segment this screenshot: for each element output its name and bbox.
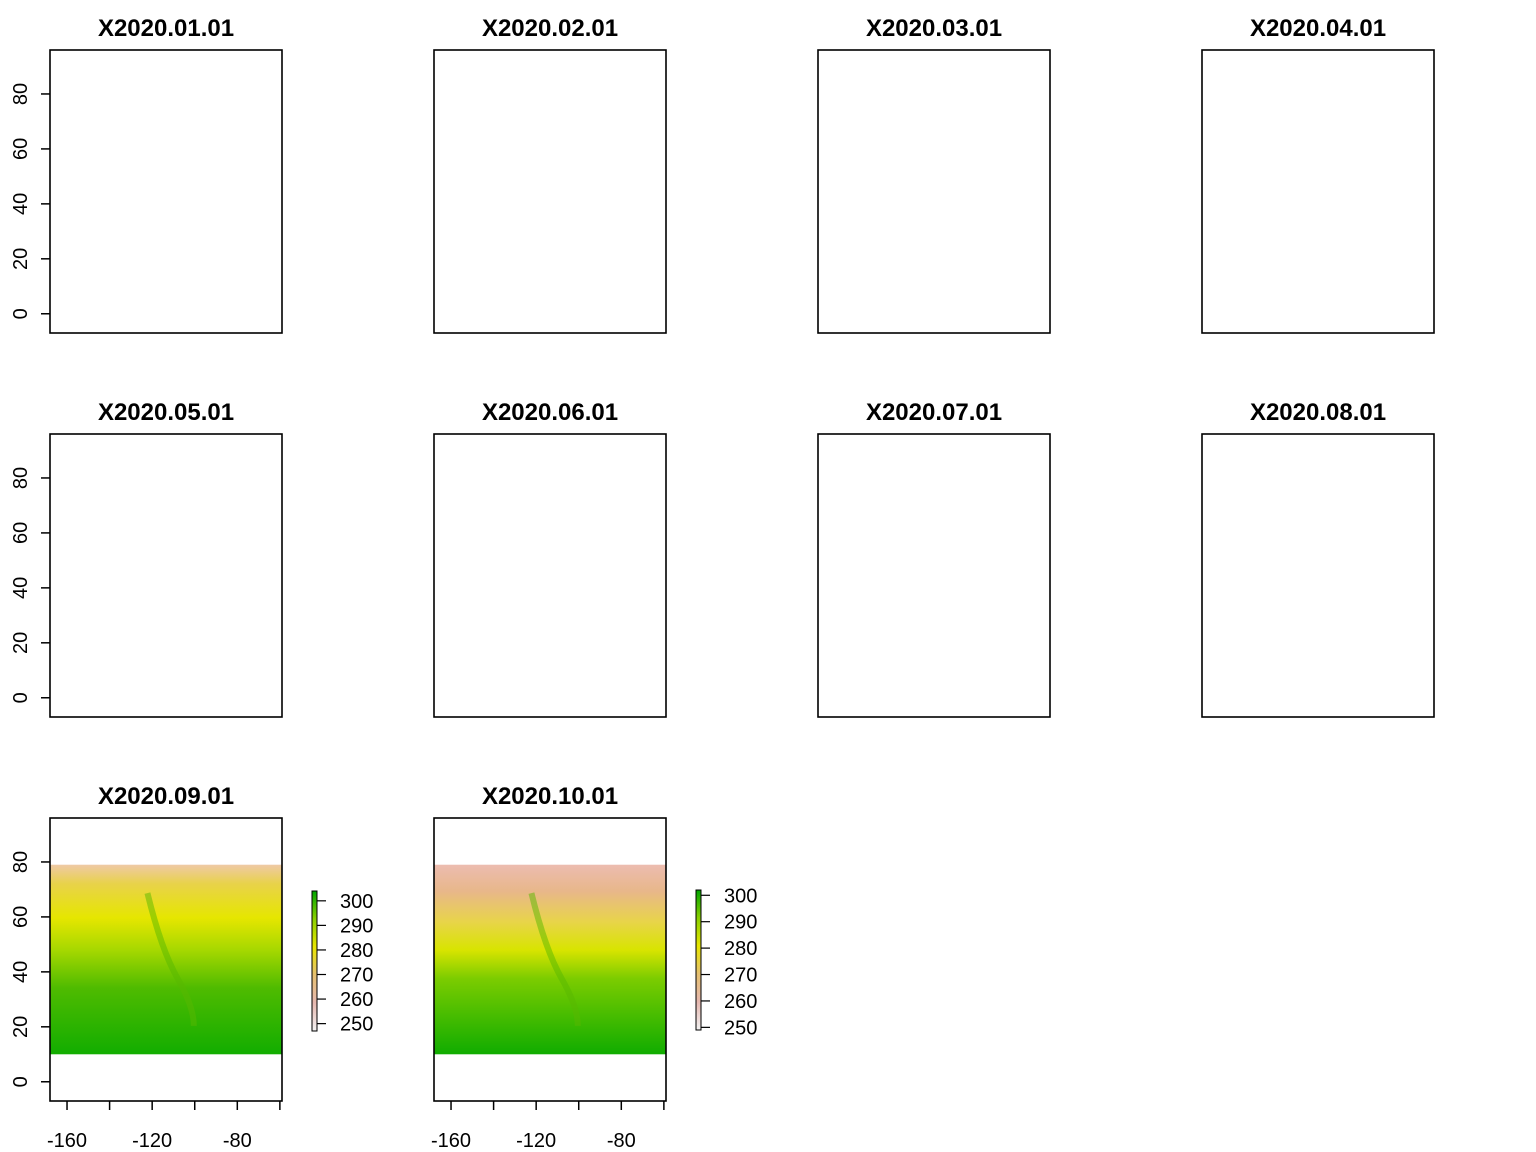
- panel-8: X2020.08.01: [1201, 399, 1435, 718]
- panel-title: X2020.05.01: [98, 399, 234, 426]
- y-tick-label: 60: [10, 138, 32, 160]
- panel-frame: [49, 817, 283, 1102]
- y-tick-label: 0: [10, 308, 32, 319]
- legend-colorbar: [311, 890, 318, 1032]
- panel-title: X2020.07.01: [866, 399, 1002, 426]
- panel-title: X2020.10.01: [482, 783, 618, 810]
- panel-frame: [49, 49, 283, 334]
- panel-1: X2020.01.01 0 20 40 60 80: [10, 15, 283, 334]
- panel-title: X2020.04.01: [1250, 15, 1386, 42]
- y-tick-label: 20: [10, 1016, 32, 1038]
- x-tick-label: -120: [516, 1130, 556, 1152]
- y-tick-label: 20: [10, 248, 32, 270]
- x-tick-label: -160: [47, 1130, 87, 1152]
- y-tick-label: 40: [10, 193, 32, 215]
- y-tick-label: 0: [10, 692, 32, 703]
- raster-terrain-detail: [144, 892, 197, 1026]
- panel-frame: [817, 49, 1051, 334]
- panel-title: X2020.09.01: [98, 783, 234, 810]
- x-tick-label: -120: [132, 1130, 172, 1152]
- panel-5: X2020.05.01 0 20 40 60 80: [10, 399, 283, 718]
- legend-colorbar: [695, 889, 702, 1031]
- y-tick-label: 20: [10, 632, 32, 654]
- x-tick-label: -80: [223, 1130, 252, 1152]
- panel-frame: [49, 433, 283, 718]
- panel-title: X2020.02.01: [482, 15, 618, 42]
- panel-2: X2020.02.01: [433, 15, 667, 334]
- panel-title: X2020.08.01: [1250, 399, 1386, 426]
- panels-layer: X2020.01.01 0 20 40 60 80 X2020.02.01 X2020.03.…: [10, 15, 1435, 1152]
- legend-tick-label: 280: [340, 940, 373, 962]
- panel-title: X2020.06.01: [482, 399, 618, 426]
- y-tick-label: 80: [10, 851, 32, 873]
- legend-tick-label: 280: [724, 938, 757, 960]
- panel-10: X2020.10.01 -160 -120 -80 250 260 270 280 290 300: [431, 783, 757, 1152]
- x-tick-label: -160: [431, 1130, 471, 1152]
- legend-tick-label: 250: [340, 1014, 373, 1036]
- panel-3: X2020.03.01: [817, 15, 1051, 334]
- panel-frame: [433, 49, 667, 334]
- y-tick-label: 80: [10, 83, 32, 105]
- y-tick-label: 40: [10, 961, 32, 983]
- panel-frame: [433, 817, 667, 1102]
- legend-tick-label: 260: [724, 991, 757, 1013]
- legend-tick-label: 300: [724, 885, 757, 907]
- panel-7: X2020.07.01: [817, 399, 1051, 718]
- legend-tick-label: 270: [340, 965, 373, 987]
- panel-6: X2020.06.01: [433, 399, 667, 718]
- legend-tick-label: 290: [724, 912, 757, 934]
- legend-tick-label: 290: [340, 915, 373, 937]
- raster-terrain-detail: [528, 892, 581, 1026]
- panel-frame: [1201, 49, 1435, 334]
- panel-title: X2020.01.01: [98, 15, 234, 42]
- legend-tick-label: 270: [724, 965, 757, 987]
- legend-tick-label: 250: [724, 1017, 757, 1039]
- legend-tick-label: 260: [340, 989, 373, 1011]
- y-tick-label: 60: [10, 522, 32, 544]
- panel-frame: [1201, 433, 1435, 718]
- x-tick-label: -80: [607, 1130, 636, 1152]
- panel-title: X2020.03.01: [866, 15, 1002, 42]
- y-tick-label: 0: [10, 1076, 32, 1087]
- y-tick-label: 60: [10, 906, 32, 928]
- y-tick-label: 80: [10, 467, 32, 489]
- legend-tick-label: 300: [340, 891, 373, 913]
- y-tick-label: 40: [10, 577, 32, 599]
- panel-4: X2020.04.01: [1201, 15, 1435, 334]
- panel-frame: [433, 433, 667, 718]
- panel-frame: [817, 433, 1051, 718]
